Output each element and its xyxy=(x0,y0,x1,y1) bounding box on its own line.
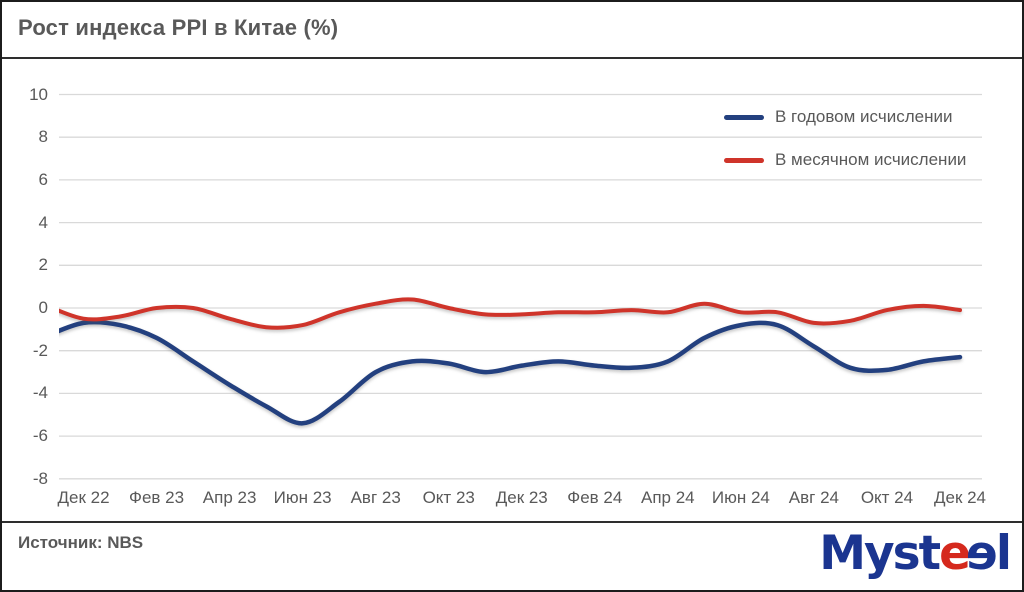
x-tick-label: Дек 24 xyxy=(933,488,987,507)
x-tick-label: Апр 24 xyxy=(641,488,695,507)
y-tick-label: 0 xyxy=(38,298,48,317)
y-tick-label: 10 xyxy=(29,84,48,104)
page-title: Рост индекса PPI в Китае (%) xyxy=(18,15,339,40)
logo-text-1: Myst xyxy=(819,526,941,581)
legend-swatch-yoy xyxy=(724,114,764,120)
x-tick-label: Авг 23 xyxy=(350,488,401,507)
x-tick-label: Июн 24 xyxy=(711,488,770,507)
x-tick-label: Июн 23 xyxy=(273,488,332,507)
footer-divider xyxy=(2,521,1022,523)
series-line-mom xyxy=(59,297,962,330)
y-tick-label: 8 xyxy=(38,127,48,147)
source-label: Источник: NBS xyxy=(18,533,144,552)
y-tick-label: 2 xyxy=(38,255,48,275)
y-tick-label: -4 xyxy=(32,383,48,403)
logo-text-3: ɘl xyxy=(966,526,1012,581)
x-tick-label: Окт 23 xyxy=(422,488,475,507)
x-tick-label: Окт 24 xyxy=(860,488,914,507)
legend-label-mom: В месячном исчислении xyxy=(775,150,967,169)
x-tick-label: Фев 24 xyxy=(567,488,623,507)
y-tick-label: -8 xyxy=(32,468,48,488)
logo-text-2: e xyxy=(939,526,971,581)
legend-item-mom: В месячном исчислении xyxy=(724,147,966,173)
legend-label-yoy: В годовом исчислении xyxy=(775,107,953,126)
legend-item-yoy: В годовом исчислении xyxy=(724,104,966,130)
series-line-yoy xyxy=(59,319,963,426)
x-tick-label: Дек 22 xyxy=(57,488,110,507)
legend-swatch-mom xyxy=(724,157,764,163)
series-group xyxy=(59,297,963,426)
gridlines xyxy=(59,93,982,480)
x-tick-label: Дек 23 xyxy=(495,488,548,507)
title-divider xyxy=(2,57,1022,59)
x-tick-label: Фев 23 xyxy=(129,488,185,507)
x-tick-label: Апр 23 xyxy=(202,488,257,507)
y-tick-label: -6 xyxy=(32,426,48,446)
legend: В годовом исчислении В месячном исчислен… xyxy=(724,104,966,190)
mysteel-logo: Mysteɘl xyxy=(819,526,1012,582)
y-tick-label: 4 xyxy=(38,212,48,232)
y-tick-label: -2 xyxy=(32,340,48,360)
y-tick-label: 6 xyxy=(38,169,48,189)
x-tick-label: Авг 24 xyxy=(788,488,840,507)
